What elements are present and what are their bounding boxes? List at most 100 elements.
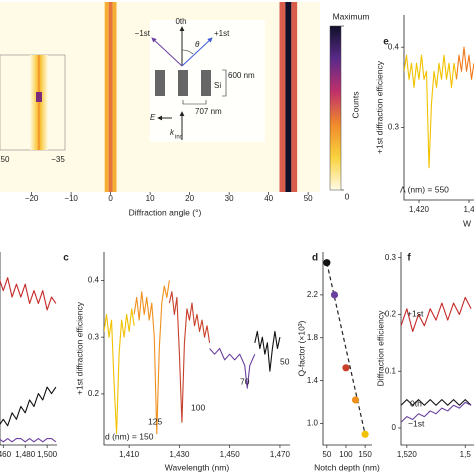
panel-letter: f	[407, 253, 411, 264]
x-axis-label: W	[463, 218, 471, 228]
order-label: +1st	[214, 29, 230, 38]
inset: 50 −35	[0, 54, 65, 164]
x-axis-label: Notch depth (nm)	[314, 462, 380, 472]
grating-bar	[201, 70, 211, 96]
heatmap-stripe	[291, 2, 298, 192]
y-axis-label: Q-factor (×10³)	[296, 320, 306, 376]
x-tick-label: 0	[108, 194, 113, 203]
scatter-point	[342, 364, 350, 372]
series-line	[254, 330, 281, 372]
angle-label: θ	[195, 40, 200, 49]
grating-bar	[178, 70, 188, 96]
grating-bar	[155, 70, 165, 96]
panel-letter: e	[383, 37, 389, 48]
y-tick-label: 0	[392, 423, 397, 432]
x-tick-label: 150	[358, 450, 372, 459]
heatmap-stripe	[310, 2, 320, 192]
x-tick-label: 1,430	[169, 450, 190, 459]
series-label: 100	[191, 402, 205, 412]
y-tick-label: 0.2	[385, 310, 397, 319]
series-group	[104, 280, 281, 435]
series-group	[0, 277, 57, 443]
x-tick-label: 100	[339, 450, 353, 459]
series-label: 0th	[410, 398, 422, 408]
axis-line	[403, 15, 474, 201]
colorbar-tick-label: Maximum	[333, 11, 370, 21]
x-tick-label: 1,470	[270, 450, 291, 459]
y-axis-label: +1st diffraction efficiency	[74, 301, 84, 395]
panel: 50 100 150 1.0 1.4 1.8 2.2 Notch depth (nm) Q-fa…	[296, 252, 380, 472]
x-tick-label: ,460	[0, 450, 12, 459]
trend-line	[326, 262, 366, 435]
x-tick-label: 40	[264, 194, 273, 203]
series-line	[401, 399, 472, 406]
heatmap-stripe	[297, 2, 311, 192]
series-label: 50	[280, 356, 290, 366]
x-tick-label: −10	[64, 194, 78, 203]
order-label: 0th	[175, 17, 186, 26]
height-bracket	[222, 69, 227, 97]
heatmap-stripe	[279, 2, 286, 192]
y-tick-label: 0.4	[88, 275, 100, 284]
k-label: k	[170, 128, 175, 137]
height-label: 600 nm	[228, 71, 255, 80]
inset-label: 50	[1, 155, 10, 164]
period-bracket	[182, 100, 207, 105]
colorbar-tick-label: 0	[345, 191, 350, 201]
series-line	[133, 280, 170, 435]
scatter-point	[361, 430, 369, 438]
series-label: −1st	[408, 418, 425, 428]
panel: 1,410 1,430 1,450 1,470 0.2 0.3 0.4 Wavelength …	[63, 252, 291, 472]
x-tick-label: 50	[322, 450, 331, 459]
panel: 1,520 1,5 0 0.1 0.2 0.3 Diffraction efficiency…	[375, 252, 474, 459]
panel-letter: d	[312, 253, 318, 264]
y-tick-label: 0.3	[385, 253, 397, 262]
x-tick-label: 1,500	[37, 450, 58, 459]
series-label: 70	[240, 376, 250, 386]
series-group	[404, 46, 474, 169]
panel: 0 Maximum −20 −10 0 10 20 30 40 50 Diffraction ang…	[25, 11, 370, 217]
series-line	[0, 386, 57, 427]
x-axis-label: Wavelength (nm)	[165, 462, 230, 472]
axis-line	[400, 252, 474, 446]
x-tick-label: 50	[304, 194, 313, 203]
series-line	[404, 54, 458, 169]
y-tick-label: 1.8	[307, 333, 319, 342]
series-line	[455, 46, 474, 80]
grating-diagram: 0th −1st +1st θ 600 nm Si 707 nm E k inc	[135, 17, 265, 142]
k-subscript: inc	[175, 135, 183, 141]
series-line	[0, 438, 57, 443]
series-line	[168, 291, 211, 423]
x-axis-label: Diffraction angle (°)	[129, 207, 202, 217]
inset-label: −35	[51, 155, 65, 164]
colorbar-label: Counts	[350, 92, 360, 119]
series-line	[401, 401, 472, 423]
x-tick-label: 1,4	[463, 205, 474, 214]
colorbar	[329, 25, 342, 191]
heatmap-stripe	[112, 2, 117, 192]
y-tick-label: 0.3	[388, 123, 400, 132]
period-label: 707 nm	[195, 107, 222, 116]
axis-line	[322, 252, 372, 446]
x-tick-label: 30	[225, 194, 234, 203]
angle-arc	[181, 49, 194, 55]
series-line	[401, 296, 472, 333]
heatmap-stripe	[104, 2, 109, 192]
scatter-point	[351, 396, 360, 404]
panel: 1,420 1,4 0.3 0.4 W +1st diffraction efficien…	[374, 15, 474, 228]
material-label: Si	[214, 81, 221, 90]
series-label: d (nm) = 150	[105, 431, 154, 441]
y-tick-label: 1.4	[307, 376, 319, 385]
scatter-point	[323, 259, 331, 267]
order-label: −1st	[135, 29, 151, 38]
x-tick-label: −20	[25, 194, 39, 203]
x-tick-label: 1,480	[15, 450, 36, 459]
y-tick-label: 1.0	[307, 419, 319, 428]
heatmap-stripe	[285, 2, 292, 192]
field-label: E	[150, 113, 156, 122]
series-line	[0, 277, 57, 311]
y-axis-label: Diffraction efficiency	[375, 310, 385, 386]
x-tick-label: 1,410	[119, 450, 140, 459]
y-tick-label: 0.4	[388, 42, 400, 51]
